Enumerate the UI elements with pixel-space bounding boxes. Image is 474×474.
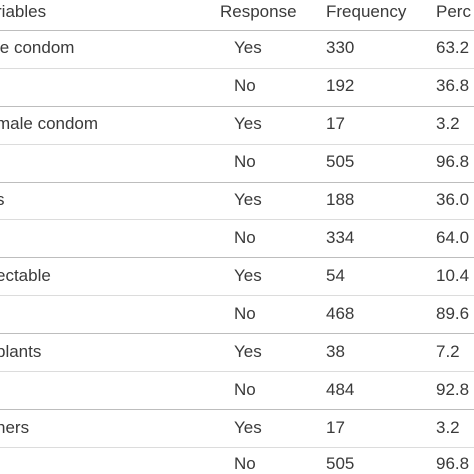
percent-cell: 92.8 [436, 380, 470, 399]
percent-cell: 63.2 [436, 38, 470, 57]
response-cell: Yes [234, 342, 262, 361]
variable-label: ectable [0, 266, 51, 285]
percent-cell: 36.8 [436, 76, 470, 95]
row-divider [0, 144, 474, 145]
response-cell: No [234, 76, 256, 95]
group-divider [0, 333, 474, 334]
header-percent: Perc [436, 2, 471, 21]
frequency-cell: 330 [326, 38, 355, 57]
row-divider [0, 371, 474, 372]
response-cell: Yes [234, 266, 262, 285]
response-cell: No [234, 304, 256, 323]
percent-cell: 96.8 [436, 454, 470, 473]
row-divider [0, 447, 474, 448]
percent-cell: 64.0 [436, 228, 470, 247]
response-cell: Yes [234, 114, 262, 133]
percent-cell: 96.8 [436, 152, 470, 171]
row-divider [0, 68, 474, 69]
variable-label: male condom [0, 114, 99, 133]
frequency-cell: 505 [326, 152, 355, 171]
frequency-cell: 188 [326, 190, 355, 209]
header-variables: riables [0, 2, 47, 21]
frequency-cell: 54 [326, 266, 345, 285]
percent-cell: 89.6 [436, 304, 470, 323]
frequency-cell: 484 [326, 380, 355, 399]
row-divider [0, 219, 474, 220]
row-divider [0, 295, 474, 296]
header-divider [0, 30, 474, 31]
frequency-cell: 334 [326, 228, 355, 247]
variable-label: hers [0, 418, 30, 437]
frequency-cell: 505 [326, 454, 355, 473]
group-divider [0, 409, 474, 410]
header-frequency: Frequency [326, 2, 407, 21]
group-divider [0, 257, 474, 258]
frequency-cell: 17 [326, 114, 345, 133]
variable-label: plants [0, 342, 42, 361]
variable-label: s [0, 190, 5, 209]
frequency-cell: 17 [326, 418, 345, 437]
response-cell: No [234, 152, 256, 171]
percent-cell: 3.2 [436, 418, 460, 437]
response-cell: Yes [234, 190, 262, 209]
response-cell: Yes [234, 418, 262, 437]
response-cell: No [234, 228, 256, 247]
frequency-cell: 468 [326, 304, 355, 323]
response-cell: Yes [234, 38, 262, 57]
group-divider [0, 106, 474, 107]
response-cell: No [234, 380, 256, 399]
percent-cell: 7.2 [436, 342, 460, 361]
percent-cell: 3.2 [436, 114, 460, 133]
response-cell: No [234, 454, 256, 473]
percent-cell: 36.0 [436, 190, 470, 209]
group-divider [0, 182, 474, 183]
percent-cell: 10.4 [436, 266, 470, 285]
header-response: Response [220, 2, 297, 21]
frequency-cell: 38 [326, 342, 345, 361]
frequency-cell: 192 [326, 76, 355, 95]
variable-label: le condom [0, 38, 75, 57]
